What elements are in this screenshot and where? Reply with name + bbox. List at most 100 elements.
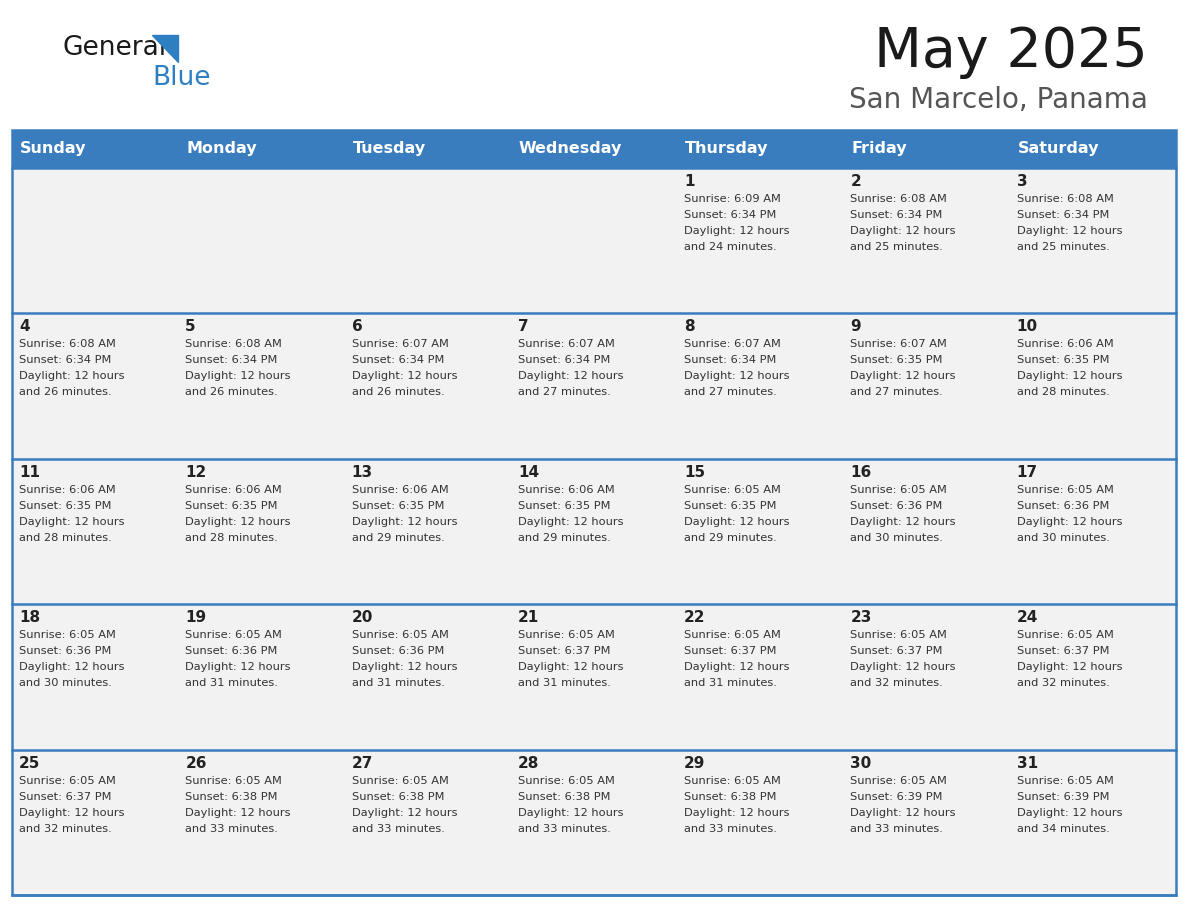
Text: 3: 3 xyxy=(1017,174,1028,189)
Text: Sunset: 6:36 PM: Sunset: 6:36 PM xyxy=(185,646,278,656)
Text: and 25 minutes.: and 25 minutes. xyxy=(1017,242,1110,252)
Text: Daylight: 12 hours: Daylight: 12 hours xyxy=(518,808,624,818)
Text: Sunrise: 6:08 AM: Sunrise: 6:08 AM xyxy=(851,194,947,204)
Text: Sunrise: 6:05 AM: Sunrise: 6:05 AM xyxy=(684,776,781,786)
Text: Sunrise: 6:05 AM: Sunrise: 6:05 AM xyxy=(185,776,283,786)
Text: Daylight: 12 hours: Daylight: 12 hours xyxy=(19,662,125,672)
Text: and 31 minutes.: and 31 minutes. xyxy=(518,678,611,688)
Text: and 33 minutes.: and 33 minutes. xyxy=(185,823,278,834)
Text: Sunrise: 6:06 AM: Sunrise: 6:06 AM xyxy=(1017,340,1113,350)
Text: 10: 10 xyxy=(1017,319,1038,334)
Bar xyxy=(843,750,1010,895)
Text: Thursday: Thursday xyxy=(685,141,769,156)
Text: and 31 minutes.: and 31 minutes. xyxy=(684,678,777,688)
Text: Daylight: 12 hours: Daylight: 12 hours xyxy=(684,372,790,381)
Text: 7: 7 xyxy=(518,319,529,334)
Text: Daylight: 12 hours: Daylight: 12 hours xyxy=(185,372,291,381)
Text: and 25 minutes.: and 25 minutes. xyxy=(851,242,943,252)
Bar xyxy=(677,459,843,604)
Text: Sunrise: 6:05 AM: Sunrise: 6:05 AM xyxy=(1017,630,1113,640)
Text: Daylight: 12 hours: Daylight: 12 hours xyxy=(684,808,790,818)
Bar xyxy=(1010,130,1176,168)
Text: Sunset: 6:34 PM: Sunset: 6:34 PM xyxy=(684,355,777,365)
Text: 11: 11 xyxy=(19,465,40,480)
Text: Daylight: 12 hours: Daylight: 12 hours xyxy=(851,808,956,818)
Text: Sunset: 6:35 PM: Sunset: 6:35 PM xyxy=(352,501,444,510)
Text: and 30 minutes.: and 30 minutes. xyxy=(851,532,943,543)
Text: General: General xyxy=(62,35,166,61)
Text: Sunset: 6:38 PM: Sunset: 6:38 PM xyxy=(185,791,278,801)
Text: and 26 minutes.: and 26 minutes. xyxy=(19,387,112,397)
Bar xyxy=(677,168,843,313)
Text: Sunrise: 6:07 AM: Sunrise: 6:07 AM xyxy=(352,340,448,350)
Text: Sunrise: 6:07 AM: Sunrise: 6:07 AM xyxy=(851,340,947,350)
Text: Daylight: 12 hours: Daylight: 12 hours xyxy=(19,372,125,381)
Text: Sunrise: 6:05 AM: Sunrise: 6:05 AM xyxy=(352,776,448,786)
Text: Sunset: 6:36 PM: Sunset: 6:36 PM xyxy=(1017,501,1110,510)
Bar xyxy=(843,604,1010,750)
Bar xyxy=(345,313,511,459)
Text: and 32 minutes.: and 32 minutes. xyxy=(851,678,943,688)
Text: Daylight: 12 hours: Daylight: 12 hours xyxy=(684,517,790,527)
Text: 26: 26 xyxy=(185,756,207,770)
Text: Daylight: 12 hours: Daylight: 12 hours xyxy=(352,808,457,818)
Text: Daylight: 12 hours: Daylight: 12 hours xyxy=(19,517,125,527)
Bar xyxy=(1010,313,1176,459)
Text: Sunset: 6:35 PM: Sunset: 6:35 PM xyxy=(19,501,112,510)
Text: 4: 4 xyxy=(19,319,30,334)
Text: 23: 23 xyxy=(851,610,872,625)
Bar xyxy=(511,604,677,750)
Text: Sunrise: 6:05 AM: Sunrise: 6:05 AM xyxy=(185,630,283,640)
Text: and 32 minutes.: and 32 minutes. xyxy=(1017,678,1110,688)
Text: and 34 minutes.: and 34 minutes. xyxy=(1017,823,1110,834)
Text: and 28 minutes.: and 28 minutes. xyxy=(19,532,112,543)
Text: 8: 8 xyxy=(684,319,695,334)
Text: 6: 6 xyxy=(352,319,362,334)
Text: 29: 29 xyxy=(684,756,706,770)
Text: Sunset: 6:34 PM: Sunset: 6:34 PM xyxy=(352,355,444,365)
Text: and 30 minutes.: and 30 minutes. xyxy=(19,678,112,688)
Text: and 24 minutes.: and 24 minutes. xyxy=(684,242,777,252)
Text: 18: 18 xyxy=(19,610,40,625)
Text: 27: 27 xyxy=(352,756,373,770)
Text: Sunset: 6:39 PM: Sunset: 6:39 PM xyxy=(851,791,943,801)
Text: Sunrise: 6:09 AM: Sunrise: 6:09 AM xyxy=(684,194,781,204)
Text: Daylight: 12 hours: Daylight: 12 hours xyxy=(185,808,291,818)
Text: and 27 minutes.: and 27 minutes. xyxy=(851,387,943,397)
Text: Sunrise: 6:05 AM: Sunrise: 6:05 AM xyxy=(19,630,116,640)
Text: 20: 20 xyxy=(352,610,373,625)
Text: Sunrise: 6:05 AM: Sunrise: 6:05 AM xyxy=(1017,776,1113,786)
Text: Sunset: 6:37 PM: Sunset: 6:37 PM xyxy=(518,646,611,656)
Text: Sunset: 6:38 PM: Sunset: 6:38 PM xyxy=(352,791,444,801)
Text: 16: 16 xyxy=(851,465,872,480)
Text: 9: 9 xyxy=(851,319,861,334)
Text: 19: 19 xyxy=(185,610,207,625)
Text: 13: 13 xyxy=(352,465,373,480)
Text: Sunset: 6:36 PM: Sunset: 6:36 PM xyxy=(352,646,444,656)
Text: Daylight: 12 hours: Daylight: 12 hours xyxy=(19,808,125,818)
Bar xyxy=(345,130,511,168)
Text: Daylight: 12 hours: Daylight: 12 hours xyxy=(352,372,457,381)
Text: Daylight: 12 hours: Daylight: 12 hours xyxy=(518,372,624,381)
Text: 2: 2 xyxy=(851,174,861,189)
Text: Daylight: 12 hours: Daylight: 12 hours xyxy=(1017,808,1123,818)
Text: Sunrise: 6:08 AM: Sunrise: 6:08 AM xyxy=(185,340,283,350)
Text: Wednesday: Wednesday xyxy=(519,141,623,156)
Text: Daylight: 12 hours: Daylight: 12 hours xyxy=(851,226,956,236)
Bar xyxy=(511,130,677,168)
Bar xyxy=(843,130,1010,168)
Text: Sunrise: 6:05 AM: Sunrise: 6:05 AM xyxy=(518,776,614,786)
Bar xyxy=(1010,750,1176,895)
Bar xyxy=(12,130,178,168)
Text: Sunset: 6:38 PM: Sunset: 6:38 PM xyxy=(518,791,611,801)
Text: Sunset: 6:37 PM: Sunset: 6:37 PM xyxy=(1017,646,1110,656)
Text: Daylight: 12 hours: Daylight: 12 hours xyxy=(185,662,291,672)
Text: Sunrise: 6:05 AM: Sunrise: 6:05 AM xyxy=(684,485,781,495)
Text: Sunset: 6:37 PM: Sunset: 6:37 PM xyxy=(851,646,943,656)
Text: 12: 12 xyxy=(185,465,207,480)
Text: and 26 minutes.: and 26 minutes. xyxy=(185,387,278,397)
Text: Daylight: 12 hours: Daylight: 12 hours xyxy=(185,517,291,527)
Bar xyxy=(178,459,345,604)
Bar xyxy=(843,313,1010,459)
Bar xyxy=(843,168,1010,313)
